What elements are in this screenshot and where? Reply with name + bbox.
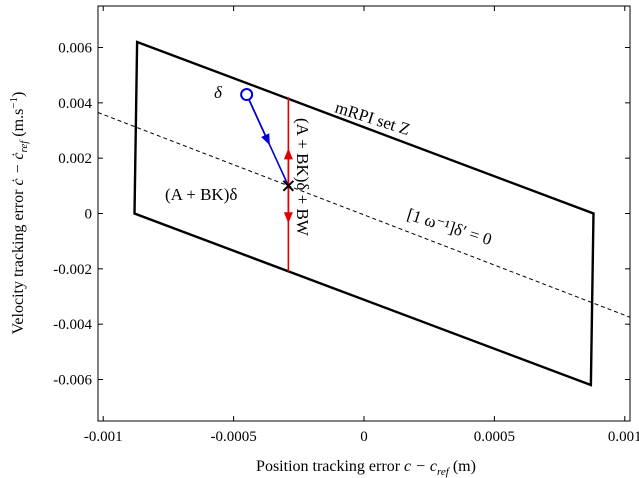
x-tick-label: -0.001 [84, 429, 123, 445]
x-tick-label: 0 [360, 429, 368, 445]
annotations: δ mRPI set Z (A + BK)δ (A + BK)δ + BW [1… [165, 83, 494, 249]
series-layer [97, 40, 631, 387]
y-tick-label: -0.002 [53, 262, 92, 278]
annotation-mrpi-set: mRPI set Z [333, 98, 413, 139]
initial-state-marker [240, 88, 254, 102]
next-state-marker [282, 180, 295, 192]
ticks: -0.001 -0.0005 0 0.0005 0.001 -0.006 -0.004 -0.… [53, 6, 639, 445]
annotation-akd: (A + BK)δ [165, 185, 237, 204]
y-tick-label: 0.006 [58, 41, 92, 57]
plot-frame [97, 5, 631, 422]
annotation-delta: δ [214, 83, 223, 102]
mrpi-set-polygon [133, 40, 595, 387]
x-tick-label: -0.0005 [210, 429, 256, 445]
x-axis-label: Position tracking error c − cref (m) [256, 458, 476, 478]
x-tick-label: 0.0005 [474, 429, 515, 445]
y-axis-label: Velocity tracking error ċ − ċref (m.s−1) [8, 92, 30, 335]
x-tick-label: 0.001 [608, 429, 639, 445]
y-tick-label: 0 [85, 207, 93, 223]
y-tick-label: 0.002 [58, 151, 92, 167]
y-tick-label: -0.004 [53, 317, 92, 333]
y-tick-label: 0.004 [58, 96, 92, 112]
axes [97, 5, 631, 422]
constraint-dashed-line [97, 112, 631, 318]
annotation-akd-bw: (A + BK)δ + BW [293, 118, 312, 237]
annotation-constraint: [1 ω⁻¹]δ′ = 0 [405, 205, 494, 249]
y-tick-label: -0.006 [53, 373, 92, 389]
trajectory-arrowhead [245, 94, 270, 146]
